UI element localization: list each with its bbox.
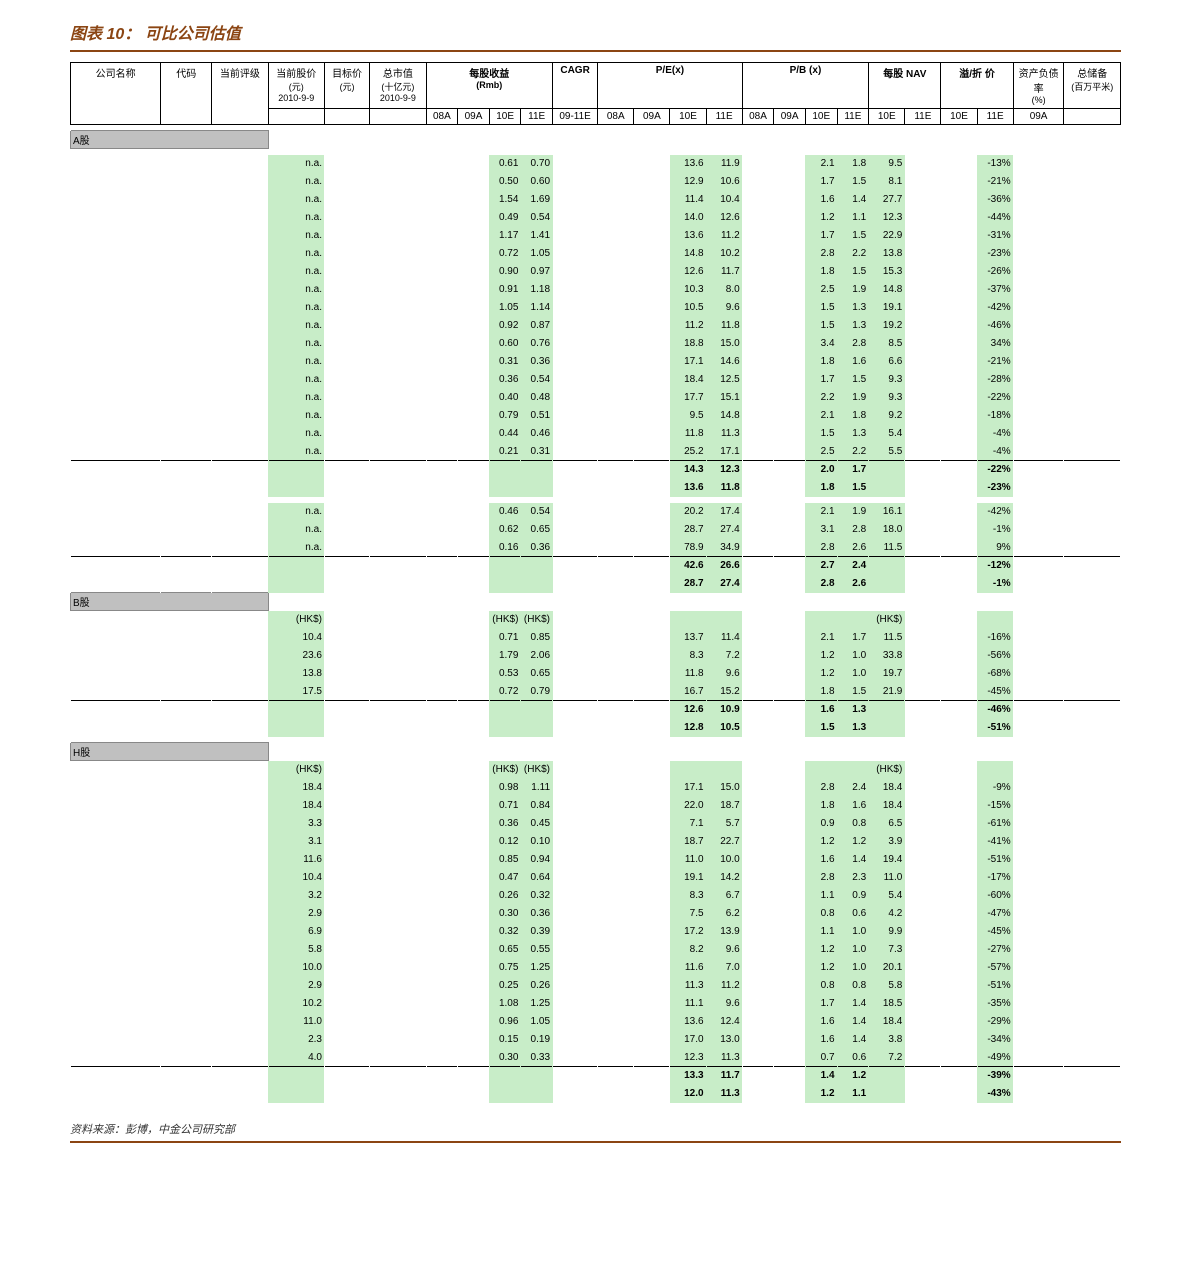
th-land: 总储备(百万平米) [1064,63,1121,109]
table-row: n.a.0.721.0514.810.22.82.213.8-23% [71,245,1121,263]
table-row: n.a.0.160.3678.934.92.82.611.59% [71,539,1121,557]
table-row: n.a.1.171.4113.611.21.71.522.9-31% [71,227,1121,245]
currency-row: (HK$)(HK$)(HK$)(HK$) [71,611,1121,629]
table-row: 3.10.120.1018.722.71.21.23.9-41% [71,833,1121,851]
table-row: n.a.0.620.6528.727.43.12.818.0-1% [71,521,1121,539]
table-row: n.a.0.310.3617.114.61.81.66.6-21% [71,353,1121,371]
th-11e: 11E [521,109,553,125]
th-pe-group: P/E(x) [598,63,743,109]
summary-row: 12.810.51.51.3-51% [71,719,1121,737]
th-nav-group: 每股 NAV [869,63,941,109]
summary-row: 42.626.62.72.4-12% [71,557,1121,575]
table-row: 17.50.720.7916.715.21.81.521.9-45% [71,683,1121,701]
table-row: 2.90.250.2611.311.20.80.85.8-51% [71,977,1121,995]
valuation-table: 公司名称 代码 当前评级 当前股价(元)2010-9-9 目标价(元) 总市值(… [70,62,1121,1109]
th-company: 公司名称 [71,63,161,125]
table-row: n.a.0.610.7013.611.92.11.89.5-13% [71,155,1121,173]
table-row: 10.21.081.2511.19.61.71.418.5-35% [71,995,1121,1013]
table-row: 18.40.981.1117.115.02.82.418.4-9% [71,779,1121,797]
table-row: 13.80.530.6511.89.61.21.019.7-68% [71,665,1121,683]
table-row: 10.00.751.2511.67.01.21.020.1-57% [71,959,1121,977]
th-target: 目标价(元) [324,63,369,109]
th-code: 代码 [161,63,212,125]
table-row: 3.20.260.328.36.71.10.95.4-60% [71,887,1121,905]
table-row: n.a.0.400.4817.715.12.21.99.3-22% [71,389,1121,407]
table-row: 4.00.300.3312.311.30.70.67.2-49% [71,1049,1121,1067]
section-row: H股 [71,743,1121,761]
th-09a: 09A [458,109,490,125]
th-mcap: 总市值(十亿元)2010-9-9 [370,63,426,109]
bottom-underline [70,1141,1121,1143]
th-eps-group: 每股收益(Rmb) [426,63,552,109]
title-underline [70,50,1121,52]
table-row: 3.30.360.457.15.70.90.86.5-61% [71,815,1121,833]
summary-row: 28.727.42.82.6-1% [71,575,1121,593]
table-row: 2.90.300.367.56.20.80.64.2-47% [71,905,1121,923]
summary-row: 13.311.71.41.2-39% [71,1067,1121,1085]
th-rating: 当前评级 [212,63,268,125]
table-header: 公司名称 代码 当前评级 当前股价(元)2010-9-9 目标价(元) 总市值(… [71,63,1121,125]
table-row: n.a.0.600.7618.815.03.42.88.534% [71,335,1121,353]
table-row: n.a.0.790.519.514.82.11.89.2-18% [71,407,1121,425]
table-row: n.a.0.440.4611.811.31.51.35.4-4% [71,425,1121,443]
table-row: 5.80.650.558.29.61.21.07.3-27% [71,941,1121,959]
th-08a: 08A [426,109,458,125]
table-row: n.a.0.460.5420.217.42.11.916.1-42% [71,503,1121,521]
th-0911e: 09-11E [553,109,598,125]
table-row: 23.61.792.068.37.21.21.033.8-56% [71,647,1121,665]
th-debt: 资产负债率(%) [1013,63,1064,109]
table-row: n.a.0.210.3125.217.12.52.25.5-4% [71,443,1121,461]
table-row: n.a.0.911.1810.38.02.51.914.8-37% [71,281,1121,299]
table-row: n.a.0.920.8711.211.81.51.319.2-46% [71,317,1121,335]
table-row: n.a.0.360.5418.412.51.71.59.3-28% [71,371,1121,389]
th-prem-group: 溢/折 价 [941,63,1013,109]
valuation-table-wrap: 公司名称 代码 当前评级 当前股价(元)2010-9-9 目标价(元) 总市值(… [70,62,1121,1109]
summary-row: 12.610.91.61.3-46% [71,701,1121,719]
chart-title: 图表 10： 可比公司估值 [70,20,1121,44]
table-row: 11.60.850.9411.010.01.61.419.4-51% [71,851,1121,869]
table-row: n.a.1.051.1410.59.61.51.319.1-42% [71,299,1121,317]
section-row: A股 [71,131,1121,149]
table-row: 18.40.710.8422.018.71.81.618.4-15% [71,797,1121,815]
table-row: n.a.1.541.6911.410.41.61.427.7-36% [71,191,1121,209]
summary-row: 12.011.31.21.1-43% [71,1085,1121,1103]
table-row: 2.30.150.1917.013.01.61.43.8-34% [71,1031,1121,1049]
currency-row: (HK$)(HK$)(HK$)(HK$) [71,761,1121,779]
table-row: n.a.0.900.9712.611.71.81.515.3-26% [71,263,1121,281]
th-cagr: CAGR [553,63,598,109]
table-row: 10.40.470.6419.114.22.82.311.0-17% [71,869,1121,887]
section-row: B股 [71,593,1121,611]
th-10e: 10E [489,109,521,125]
table-row: 11.00.961.0513.612.41.61.418.4-29% [71,1013,1121,1031]
th-pb-group: P/B (x) [742,63,868,109]
table-row: 6.90.320.3917.213.91.11.09.9-45% [71,923,1121,941]
table-row: n.a.0.490.5414.012.61.21.112.3-44% [71,209,1121,227]
table-row: n.a.0.500.6012.910.61.71.58.1-21% [71,173,1121,191]
summary-row: 13.611.81.81.5-23% [71,479,1121,497]
table-row: 10.40.710.8513.711.42.11.711.5-16% [71,629,1121,647]
th-price: 当前股价(元)2010-9-9 [268,63,324,109]
source-note: 资料来源：彭博，中金公司研究部 [70,1121,1121,1137]
table-body: A股n.a.0.610.7013.611.92.11.89.5-13%n.a.0… [71,125,1121,1109]
summary-row: 14.312.32.01.7-22% [71,461,1121,479]
